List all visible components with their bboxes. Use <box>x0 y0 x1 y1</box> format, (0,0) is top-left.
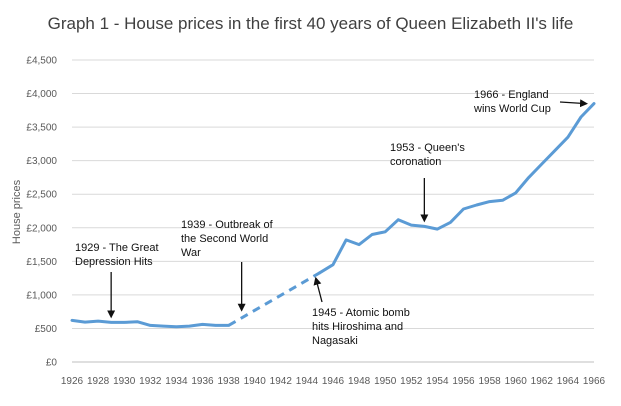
y-axis-label: House prices <box>11 179 23 244</box>
x-tick-label: 1930 <box>113 376 136 387</box>
y-tick-label: £4,500 <box>26 56 57 67</box>
annotation-text: wins World Cup <box>473 103 551 115</box>
annotation: 1945 - Atomic bomb hits Hiroshima and Naga… <box>312 276 410 347</box>
annotation-text: Depression Hits <box>75 256 153 268</box>
series-house-prices <box>70 102 596 329</box>
annotation-text: War <box>181 247 201 259</box>
x-tick-label: 1938 <box>217 376 240 387</box>
y-tick-label: £2,000 <box>26 223 57 234</box>
y-tick-label: £4,000 <box>26 89 57 100</box>
x-tick-label: 1946 <box>322 376 345 387</box>
annotation-text: 1945 - Atomic bomb <box>312 307 410 319</box>
x-tick-label: 1954 <box>426 376 449 387</box>
annotation-text: 1929 - The Great <box>75 242 159 254</box>
series-line-solid <box>70 318 231 329</box>
annotation-text: 1939 - Outbreak of <box>181 219 274 231</box>
annotation: 1953 - Queen's coronation <box>390 142 465 223</box>
annotation: 1929 - The Great Depression Hits <box>75 242 159 319</box>
y-tick-label: £1,000 <box>26 290 57 301</box>
x-tick-label: 1950 <box>374 376 397 387</box>
x-tick-label: 1964 <box>557 376 580 387</box>
gridlines <box>72 59 594 363</box>
x-tick-label: 1948 <box>348 376 371 387</box>
x-tick-label: 1958 <box>478 376 501 387</box>
x-tick-label: 1956 <box>452 376 475 387</box>
annotation-arrow <box>313 276 323 303</box>
annotation: 1939 - Outbreak of the Second World War <box>181 219 274 312</box>
y-tick-label: £0 <box>46 358 58 369</box>
annotation-text: the Second World <box>181 233 268 245</box>
x-tick-label: 1934 <box>165 376 188 387</box>
chart-title: Graph 1 - House prices in the first 40 y… <box>47 14 574 33</box>
y-tick-label: £3,000 <box>26 156 57 167</box>
y-axis-ticks: £0 £500 £1,000 £1,500 £2,000 £2,500 £3,000 £3,5… <box>26 56 57 369</box>
x-tick-label: 1926 <box>61 376 84 387</box>
annotation-text: hits Hiroshima and <box>312 321 403 333</box>
x-tick-label: 1952 <box>400 376 423 387</box>
series-line-dashed <box>227 271 321 327</box>
y-tick-label: £3,500 <box>26 123 57 134</box>
annotations: 1929 - The Great Depression Hits 1939 - Ou… <box>75 89 588 347</box>
x-tick-label: 1942 <box>270 376 293 387</box>
annotation: 1966 - England wins World Cup <box>473 89 588 115</box>
x-axis-ticks: 1926 1928 1930 1932 1934 1936 1938 1940 1942 1944… <box>61 376 606 387</box>
series-line-solid <box>318 102 596 275</box>
annotation-text: Nagasaki <box>312 335 358 347</box>
annotation-text: coronation <box>390 156 441 168</box>
x-tick-label: 1944 <box>296 376 319 387</box>
y-tick-label: £1,500 <box>26 257 57 268</box>
x-tick-label: 1960 <box>505 376 528 387</box>
x-tick-label: 1962 <box>531 376 554 387</box>
x-tick-label: 1966 <box>583 376 606 387</box>
x-tick-label: 1928 <box>87 376 110 387</box>
annotation-text: 1966 - England <box>474 89 549 101</box>
x-tick-label: 1940 <box>244 376 267 387</box>
x-tick-label: 1936 <box>191 376 214 387</box>
y-tick-label: £2,500 <box>26 190 57 201</box>
y-tick-label: £500 <box>35 324 58 335</box>
x-tick-label: 1932 <box>139 376 162 387</box>
annotation-arrow <box>559 99 588 108</box>
annotation-text: 1953 - Queen's <box>390 142 465 154</box>
